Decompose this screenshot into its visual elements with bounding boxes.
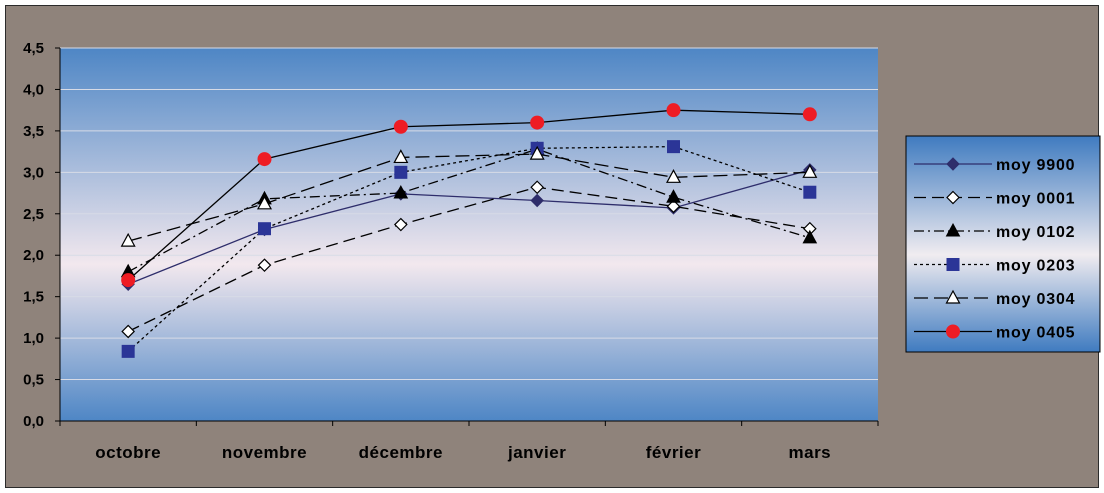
data-point-moy-0102-decembre: [393, 185, 409, 199]
data-point-moy-0001-decembre: [393, 217, 408, 232]
series-line-moy-0102: [127, 148, 811, 273]
x-tick-label-novembre: novembre: [222, 443, 307, 462]
data-point-moy-0405-decembre: [393, 119, 408, 134]
data-point-moy-0203-fevrier: [667, 140, 680, 154]
legend-label: moy 0203: [996, 258, 1075, 275]
series-line-moy-9900: [127, 169, 811, 285]
series-moy-0304: [120, 145, 818, 247]
legend-label: moy 0102: [996, 224, 1075, 241]
data-point-moy-0304-octobre: [120, 232, 136, 247]
y-tick-label: 1,0: [23, 330, 44, 347]
data-point-moy-0304-fevrier: [665, 169, 682, 183]
data-point-moy-0102-mars: [802, 229, 818, 244]
legend-swatch-marker: [946, 157, 960, 171]
data-point-moy-9900-janvier: [530, 193, 544, 208]
data-point-moy-0203-novembre: [258, 222, 271, 236]
data-point-moy-0304-novembre: [256, 195, 273, 210]
data-point-moy-0405-mars: [802, 107, 817, 122]
series-moy-0203: [121, 140, 817, 358]
x-tick-label-decembre: décembre: [359, 443, 443, 462]
legend-item-moy-0304: moy 0304: [914, 289, 1075, 308]
data-point-moy-0405-fevrier: [666, 103, 681, 118]
data-point-moy-0304-decembre: [393, 149, 409, 164]
legend-swatch-marker: [945, 222, 961, 237]
y-tick-label: 0,5: [23, 372, 44, 389]
legend-swatch-marker: [945, 289, 961, 304]
data-point-moy-0405-octobre: [121, 273, 136, 288]
plot-area: [60, 48, 878, 421]
series-moy-0405: [121, 103, 817, 288]
data-point-moy-0001-novembre: [257, 258, 272, 273]
y-tick-label: 4,5: [23, 40, 44, 57]
data-point-moy-0405-novembre: [257, 152, 272, 167]
legend: moy 9900 moy 0001 moy 0102 moy 0203 moy 0304…: [905, 135, 1101, 353]
data-point-moy-0203-mars: [803, 185, 817, 199]
legend-swatch-marker: [946, 258, 960, 271]
data-point-moy-0304-janvier: [529, 145, 545, 160]
gridlines: [60, 47, 878, 381]
data-point-moy-0102-fevrier: [666, 189, 681, 203]
x-tick-label-fevrier: février: [646, 443, 701, 462]
legend-item-moy-0203: moy 0203: [914, 258, 1075, 275]
series-line-moy-0001: [127, 186, 810, 333]
legend-item-moy-9900: moy 9900: [914, 157, 1075, 174]
axes: [55, 47, 879, 426]
legend-swatch-marker: [946, 190, 960, 205]
data-point-moy-0001-fevrier: [666, 199, 681, 214]
legend-swatch-marker: [946, 324, 960, 339]
y-tick-label: 4,0: [23, 81, 44, 98]
data-point-moy-0304-mars: [802, 164, 818, 178]
legend-label: moy 9900: [996, 157, 1075, 174]
y-tick-label: 0,0: [23, 413, 44, 430]
y-tick-label: 1,5: [23, 289, 44, 306]
legend-label: moy 0304: [996, 291, 1075, 308]
legend-item-moy-0405: moy 0405: [914, 324, 1075, 342]
data-point-moy-0405-janvier: [530, 115, 545, 130]
data-point-moy-0203-decembre: [394, 165, 408, 179]
legend-label: moy 0001: [996, 191, 1075, 208]
data-point-moy-0001-janvier: [530, 180, 545, 195]
legend-box: [905, 135, 1101, 353]
data-point-moy-0001-octobre: [121, 324, 136, 339]
y-tick-label: 3,5: [23, 123, 44, 140]
data-point-moy-0203-octobre: [121, 344, 135, 358]
series-moy-0001: [121, 180, 817, 339]
series-line-moy-0304: [127, 153, 810, 242]
x-tick-label-janvier: janvier: [507, 443, 566, 462]
x-axis-tick-labels: octobre novembre décembre janvier février mar…: [95, 443, 832, 462]
y-tick-label: 3,0: [23, 164, 44, 181]
y-axis-tick-labels: 0,0 0,5 1,0 1,5 2,0 2,5 3,0 3,5 4,0 4,5: [23, 40, 44, 430]
legend-item-moy-0102: moy 0102: [914, 222, 1075, 241]
legend-item-moy-0001: moy 0001: [914, 191, 1075, 208]
y-tick-label: 2,5: [23, 206, 44, 223]
x-tick-label-mars: mars: [789, 443, 832, 462]
x-tick-label-octobre: octobre: [95, 443, 161, 462]
y-tick-label: 2,0: [23, 247, 44, 264]
series-line-moy-0203: [127, 145, 811, 352]
legend-label: moy 0405: [996, 325, 1075, 342]
series-line-moy-0405: [127, 109, 810, 281]
series-layer: [120, 103, 818, 358]
